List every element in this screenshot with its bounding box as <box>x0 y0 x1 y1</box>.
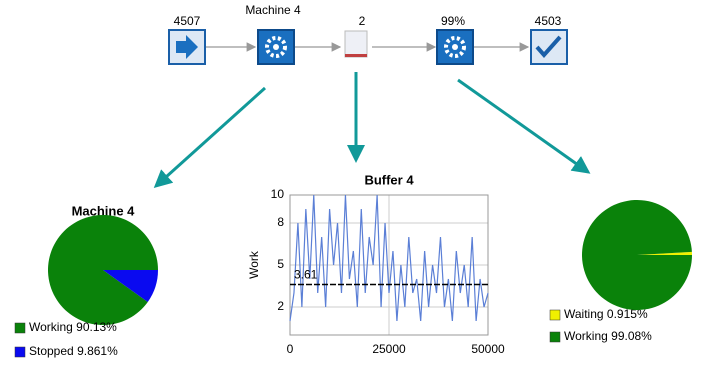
node-label: Machine 4 <box>245 3 301 17</box>
node-label: 2 <box>359 14 366 28</box>
machine-icon <box>257 29 295 65</box>
source-icon <box>168 29 206 65</box>
legend-label: Waiting 0.915% <box>564 307 648 321</box>
y-tick-label: 2 <box>277 299 284 313</box>
pie-slice <box>581 199 692 310</box>
chart-title: Machine 4 <box>72 203 136 218</box>
plot-frame <box>289 194 489 336</box>
buffer-icon <box>344 30 368 58</box>
legend-label: Working 99.08% <box>564 329 652 343</box>
legend-swatch <box>14 322 26 334</box>
legend-name: Waiting <box>564 307 604 321</box>
legend-name: Working <box>29 320 73 334</box>
legend-value: 90.13% <box>76 320 117 334</box>
x-tick-label: 25000 <box>372 342 406 356</box>
pie-slice <box>47 214 158 325</box>
legend-name: Working <box>564 329 608 343</box>
machine-icon <box>436 29 474 65</box>
node-label: 99% <box>441 14 465 28</box>
y-tick-label: 10 <box>271 187 285 201</box>
node-label: 4503 <box>535 14 562 28</box>
pie-slice <box>637 251 692 255</box>
y-tick-label: 8 <box>277 215 284 229</box>
callout-arrows <box>153 72 591 189</box>
legend-swatch <box>549 331 561 343</box>
legend-value: 9.861% <box>77 344 118 358</box>
chart-title: Buffer 4 <box>364 172 414 187</box>
x-tick-label: 50000 <box>471 342 505 356</box>
node-label: 4507 <box>174 14 201 28</box>
y-tick-label: 5 <box>277 257 284 271</box>
y-axis-label: Work <box>247 250 261 279</box>
pie-slice <box>103 270 158 302</box>
legend-name: Stopped <box>29 344 74 358</box>
legend-label: Stopped 9.861% <box>29 344 118 358</box>
legend-swatch <box>14 346 26 358</box>
x-tick-label: 0 <box>287 342 294 356</box>
legend-swatch <box>549 309 561 321</box>
legend-value: 99.08% <box>611 329 652 343</box>
mean-label: 3.61 <box>294 268 318 282</box>
legend-value: 0.915% <box>607 307 648 321</box>
data-line <box>289 194 489 322</box>
sink-icon <box>530 29 568 65</box>
legend-label: Working 90.13% <box>29 320 117 334</box>
